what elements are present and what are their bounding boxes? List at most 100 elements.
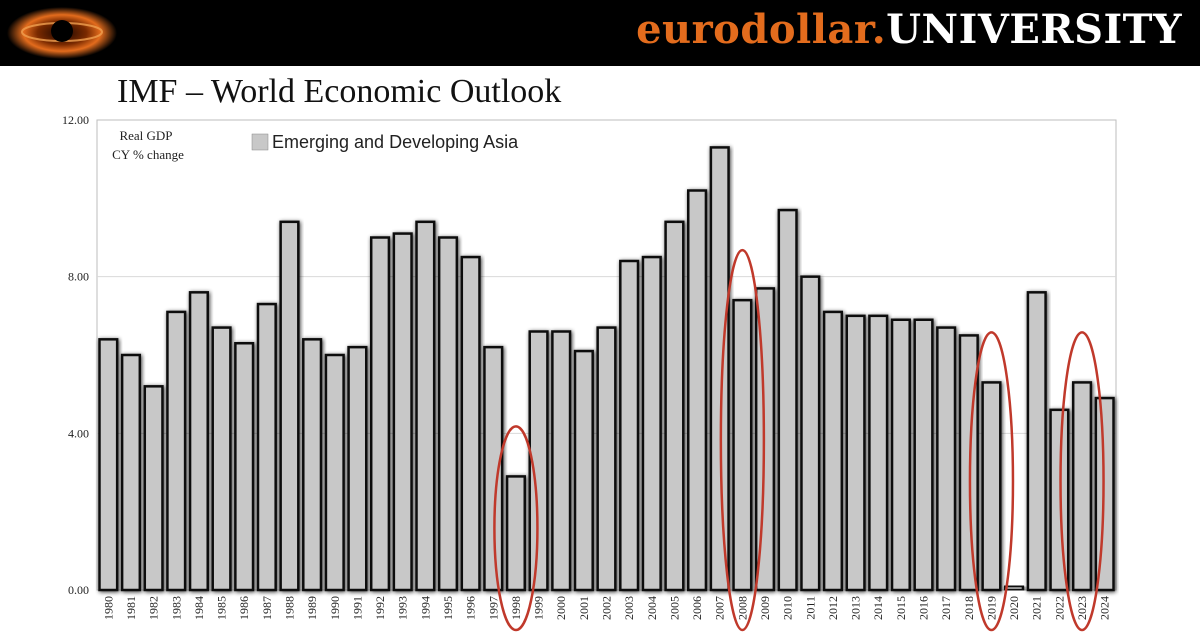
bar-1991 — [347, 345, 368, 592]
bar-1999 — [528, 330, 549, 592]
x-tick-label: 1998 — [509, 596, 523, 620]
x-tick-label: 2002 — [600, 596, 614, 620]
x-tick-label: 1981 — [124, 596, 138, 620]
x-tick-label: 2023 — [1075, 596, 1089, 620]
legend-label: Emerging and Developing Asia — [272, 132, 519, 152]
bar-1984 — [188, 291, 209, 592]
bar-2017 — [936, 326, 957, 592]
x-tick-label: 2013 — [849, 596, 863, 620]
x-tick-label: 1997 — [486, 596, 500, 620]
x-tick-label: 1990 — [328, 596, 342, 620]
bar-2003 — [619, 259, 640, 592]
legend-swatch — [251, 133, 269, 151]
bar-2002 — [596, 326, 617, 592]
page-title: IMF – World Economic Outlook — [117, 73, 562, 110]
brand-prefix: eurodollar. — [636, 6, 887, 53]
x-tick-label: 1980 — [101, 596, 115, 620]
brand-logo-text: eurodollar.UNIVERSITY — [636, 4, 1182, 56]
x-tick-label: 2020 — [1007, 596, 1021, 620]
bar-2018 — [958, 334, 979, 592]
bar-2001 — [573, 349, 594, 592]
black-hole-logo-icon — [7, 7, 117, 59]
y-tick-label: 12.00 — [62, 113, 89, 127]
bar-2019 — [981, 381, 1002, 592]
bar-1994 — [415, 220, 436, 592]
x-tick-label: 1986 — [237, 596, 251, 620]
bar-2021 — [1026, 291, 1047, 592]
x-tick-label: 1999 — [532, 596, 546, 620]
x-tick-label: 2017 — [939, 596, 953, 620]
highlight-ellipse-1998 — [493, 425, 539, 632]
bar-2011 — [800, 275, 821, 592]
x-tick-label: 1995 — [441, 596, 455, 620]
bar-1988 — [279, 220, 300, 592]
bar-1985 — [211, 326, 232, 592]
x-tick-label: 2003 — [622, 596, 636, 620]
highlight-ellipse-2019 — [968, 331, 1015, 632]
bar-2015 — [890, 318, 911, 592]
bar-1986 — [234, 342, 255, 592]
bar-2020 — [1004, 584, 1025, 592]
x-tick-label: 1987 — [260, 596, 274, 620]
x-tick-label: 2022 — [1052, 596, 1066, 620]
bar-2014 — [868, 314, 889, 592]
x-tick-label: 2024 — [1098, 596, 1112, 620]
bar-1997 — [483, 345, 504, 592]
x-tick-label: 1983 — [169, 596, 183, 620]
x-tick-label: 2012 — [826, 596, 840, 620]
bar-2006 — [686, 189, 708, 592]
x-tick-label: 1984 — [192, 596, 206, 620]
x-tick-label: 1988 — [282, 596, 296, 620]
highlight-ellipse-2023 — [1059, 331, 1105, 632]
bar-1981 — [120, 353, 142, 592]
bar-1982 — [143, 385, 164, 592]
x-tick-label: 2004 — [645, 596, 659, 620]
x-tick-label: 2000 — [554, 596, 568, 620]
x-tick-label: 2009 — [758, 596, 772, 620]
y-axis-label-line-1: Real GDP — [119, 128, 172, 143]
x-tick-label: 2014 — [871, 596, 885, 620]
y-tick-label: 8.00 — [68, 270, 89, 284]
x-tick-label: 1982 — [147, 596, 161, 620]
x-tick-label: 1991 — [350, 596, 364, 620]
y-tick-label: 4.00 — [68, 426, 89, 440]
bar-1993 — [392, 232, 413, 592]
x-tick-label: 1994 — [418, 596, 432, 620]
x-tick-label: 1992 — [373, 596, 387, 620]
bar-2023 — [1071, 381, 1093, 592]
bar-2008 — [732, 298, 753, 592]
bar-1995 — [437, 236, 459, 592]
bar-2004 — [641, 255, 662, 592]
x-tick-label: 2015 — [894, 596, 908, 620]
x-tick-label: 2006 — [690, 596, 704, 620]
bar-1987 — [256, 302, 277, 592]
bar-2022 — [1049, 408, 1070, 592]
x-tick-label: 2018 — [962, 596, 976, 620]
x-tick-label: 2021 — [1030, 596, 1044, 620]
bar-2000 — [551, 330, 572, 592]
bar-1992 — [369, 236, 391, 592]
x-tick-label: 2008 — [735, 596, 749, 620]
x-tick-label: 2010 — [781, 596, 795, 620]
bar-1996 — [460, 255, 481, 592]
gdp-bar-chart: 0.00 4.00 8.00 12.00 1980 1981 1982 1983 1984 19… — [62, 113, 1117, 632]
x-tick-label: 1985 — [215, 596, 229, 620]
bar-1990 — [324, 353, 345, 592]
bar-2013 — [845, 314, 866, 592]
bar-2012 — [822, 310, 844, 592]
x-tick-label: 2007 — [713, 596, 727, 620]
bar-1983 — [166, 310, 187, 592]
bar-1989 — [302, 338, 323, 592]
x-tick-label: 2001 — [577, 596, 591, 620]
x-tick-label: 2011 — [803, 596, 817, 620]
bar-1998 — [505, 475, 527, 592]
highlight-ellipse-2008 — [719, 248, 766, 632]
brand-suffix: UNIVERSITY — [886, 6, 1182, 53]
bar-2007 — [709, 146, 730, 592]
x-tick-label: 2016 — [917, 596, 931, 620]
y-axis-label-line-2: CY % change — [112, 147, 184, 162]
bar-1980 — [98, 338, 119, 592]
x-tick-label: 2019 — [984, 596, 998, 620]
top-banner: eurodollar.UNIVERSITY — [0, 0, 1200, 66]
x-tick-label: 1996 — [464, 596, 478, 620]
